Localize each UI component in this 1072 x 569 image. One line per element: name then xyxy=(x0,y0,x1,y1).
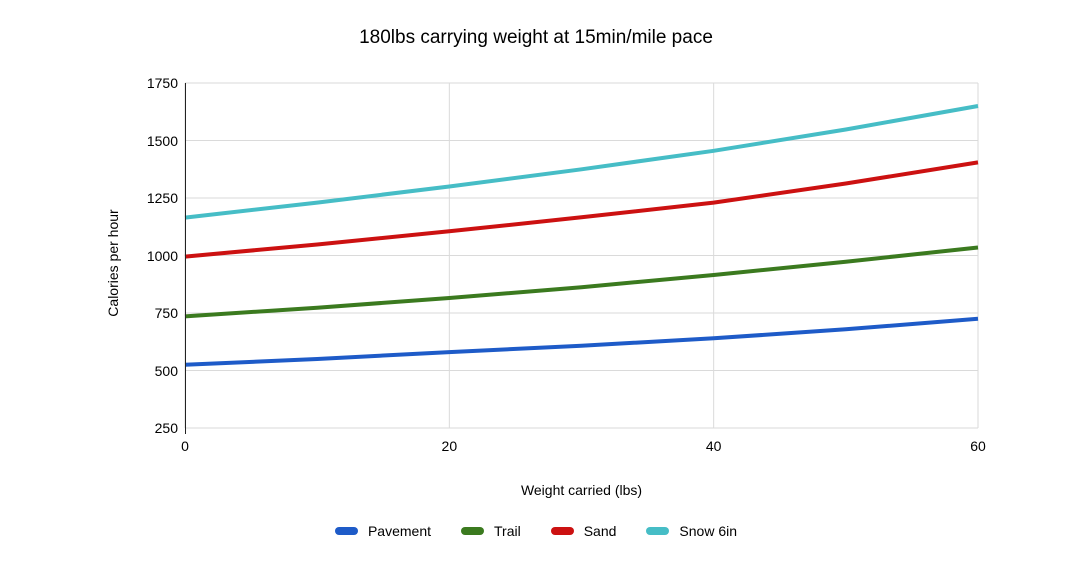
x-tick-label: 20 xyxy=(441,438,458,454)
x-tick-label: 40 xyxy=(705,438,722,454)
legend-item-trail: Trail xyxy=(461,523,521,539)
x-tick-label: 60 xyxy=(970,438,986,454)
legend-label: Trail xyxy=(494,523,521,539)
x-tick-label: 0 xyxy=(181,438,189,454)
series-line-sand xyxy=(184,160,979,259)
chart-title: 180lbs carrying weight at 15min/mile pac… xyxy=(359,27,713,48)
legend-label: Sand xyxy=(583,523,617,539)
y-tick-label: 750 xyxy=(154,305,178,321)
legend-label: Pavement xyxy=(367,523,432,539)
legend-label: Snow 6in xyxy=(679,523,738,539)
legend-swatch-icon xyxy=(646,527,670,535)
chart-legend: Pavement Trail Sand Snow 6in xyxy=(0,523,1072,539)
series-line-pavement xyxy=(184,316,979,367)
legend-item-pavement: Pavement xyxy=(334,523,432,539)
y-tick-label: 500 xyxy=(154,362,178,379)
y-tick-label: 1250 xyxy=(146,190,178,206)
series-line-trail xyxy=(184,245,979,319)
y-tick-label: 1750 xyxy=(146,75,178,91)
legend-swatch-icon xyxy=(334,527,358,535)
legend-swatch-icon xyxy=(461,527,485,535)
series-line-snow-6in xyxy=(184,104,979,220)
legend-item-sand: Sand xyxy=(550,523,617,539)
x-axis-title: Weight carried (lbs) xyxy=(520,482,643,498)
y-tick-label: 1000 xyxy=(146,247,178,264)
legend-item-snow-6in: Snow 6in xyxy=(646,523,737,539)
y-tick-label: 250 xyxy=(154,420,178,436)
y-tick-label: 1500 xyxy=(146,132,178,149)
legend-swatch-icon xyxy=(550,527,574,535)
